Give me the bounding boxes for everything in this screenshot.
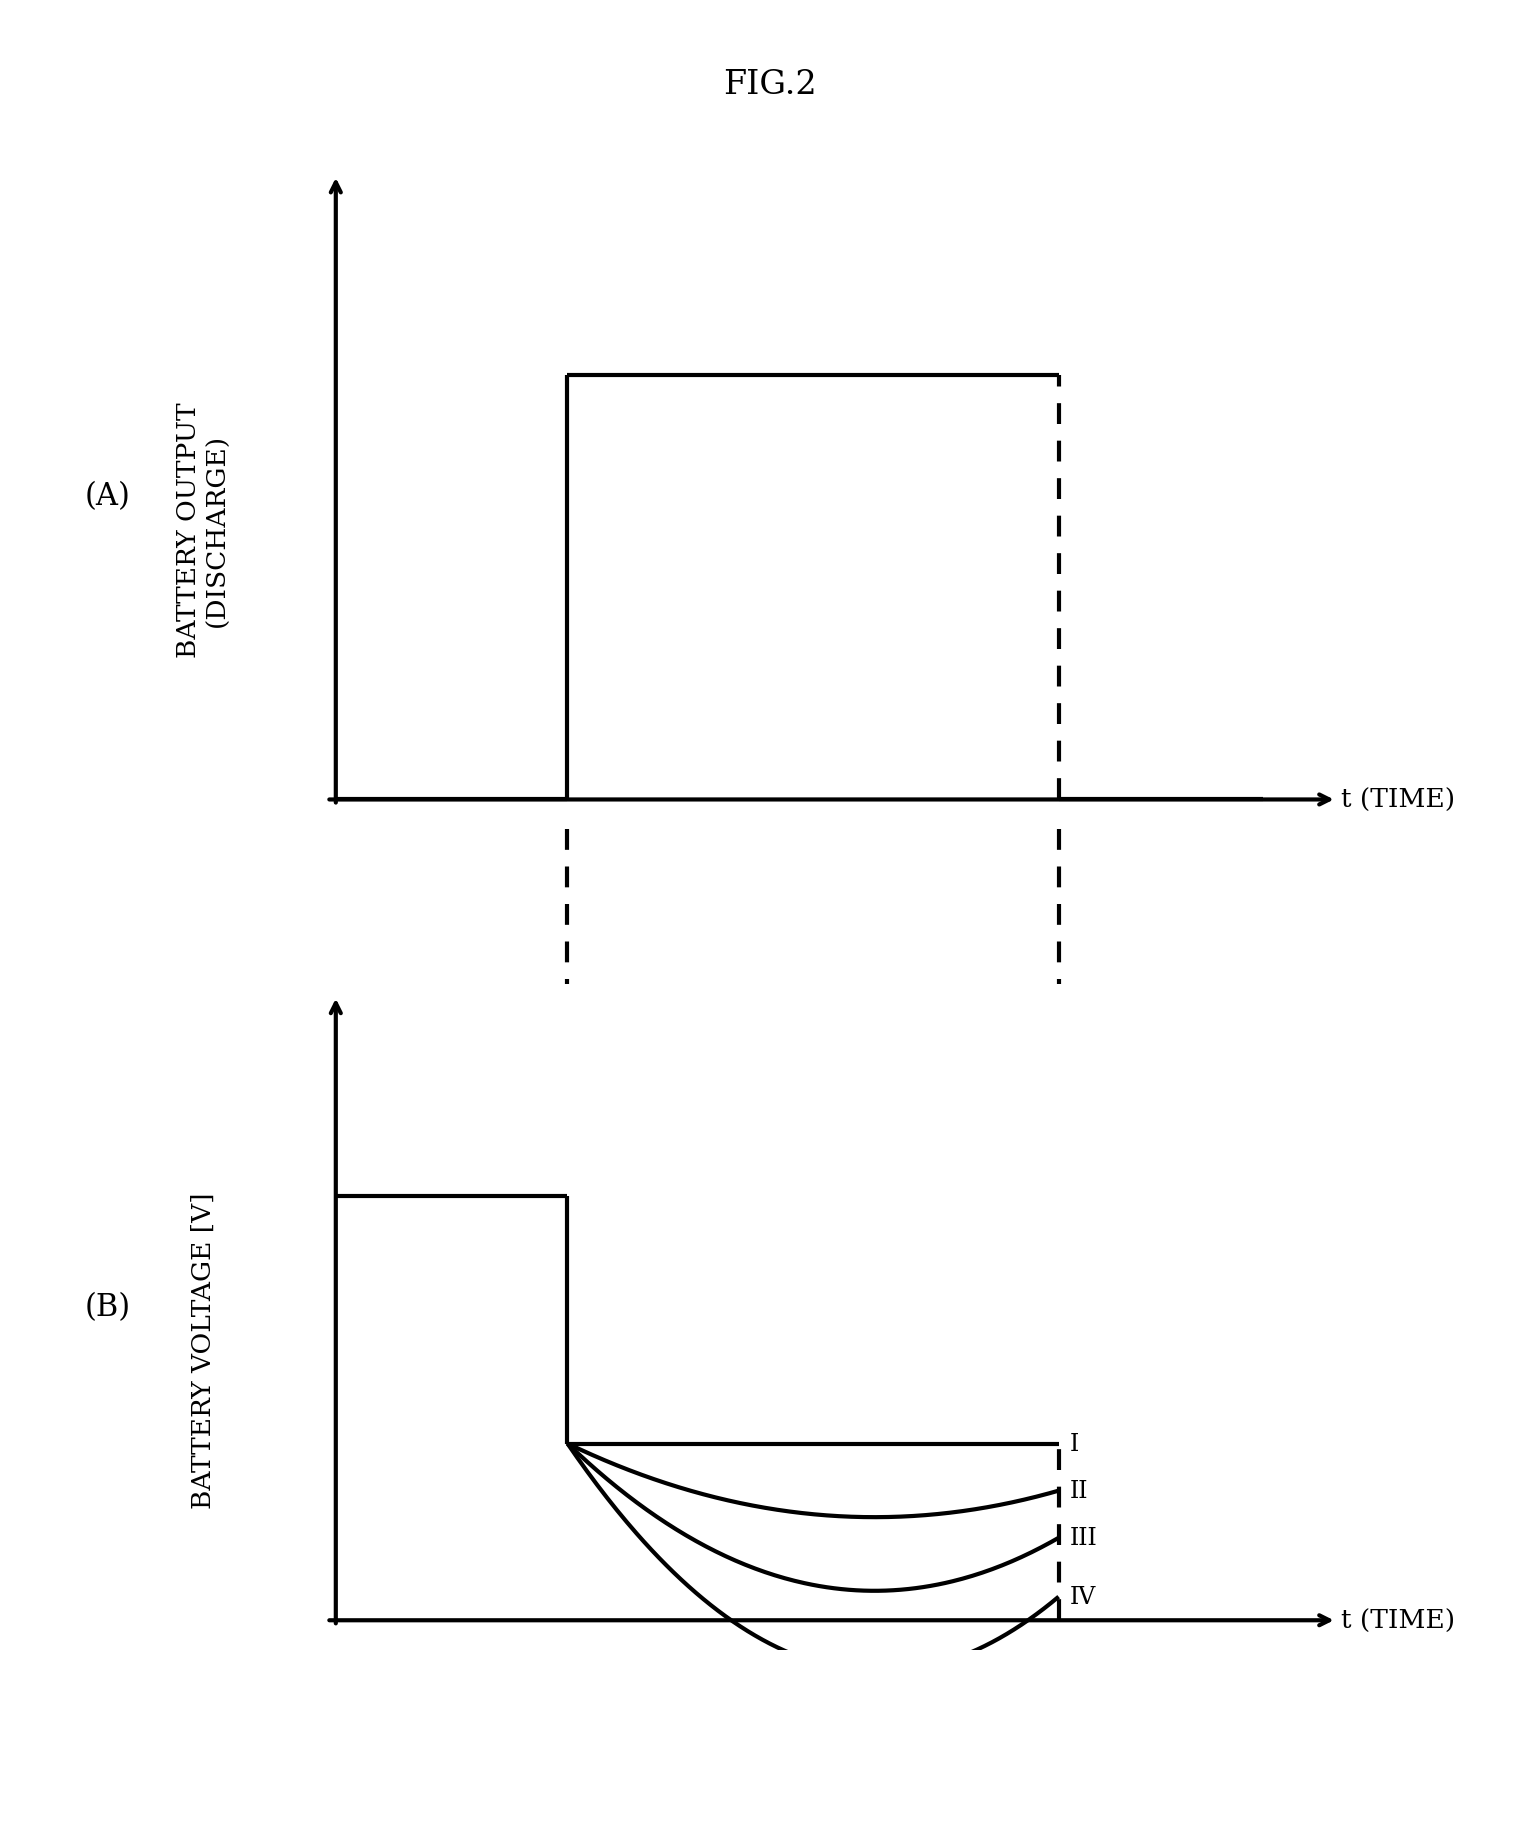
- Text: (B): (B): [85, 1293, 131, 1322]
- Text: t (TIME): t (TIME): [1341, 1608, 1455, 1633]
- Text: BATTERY OUTPUT
(DISCHARGE): BATTERY OUTPUT (DISCHARGE): [176, 403, 231, 658]
- Text: II: II: [1070, 1478, 1089, 1502]
- Text: IV: IV: [1070, 1586, 1096, 1608]
- Text: FIG.2: FIG.2: [724, 69, 816, 102]
- Text: I: I: [1070, 1433, 1080, 1455]
- Text: III: III: [1070, 1526, 1098, 1550]
- Text: t (TIME): t (TIME): [1341, 788, 1455, 813]
- Text: (A): (A): [85, 481, 131, 510]
- Text: BATTERY VOLTAGE [V]: BATTERY VOLTAGE [V]: [191, 1192, 216, 1509]
